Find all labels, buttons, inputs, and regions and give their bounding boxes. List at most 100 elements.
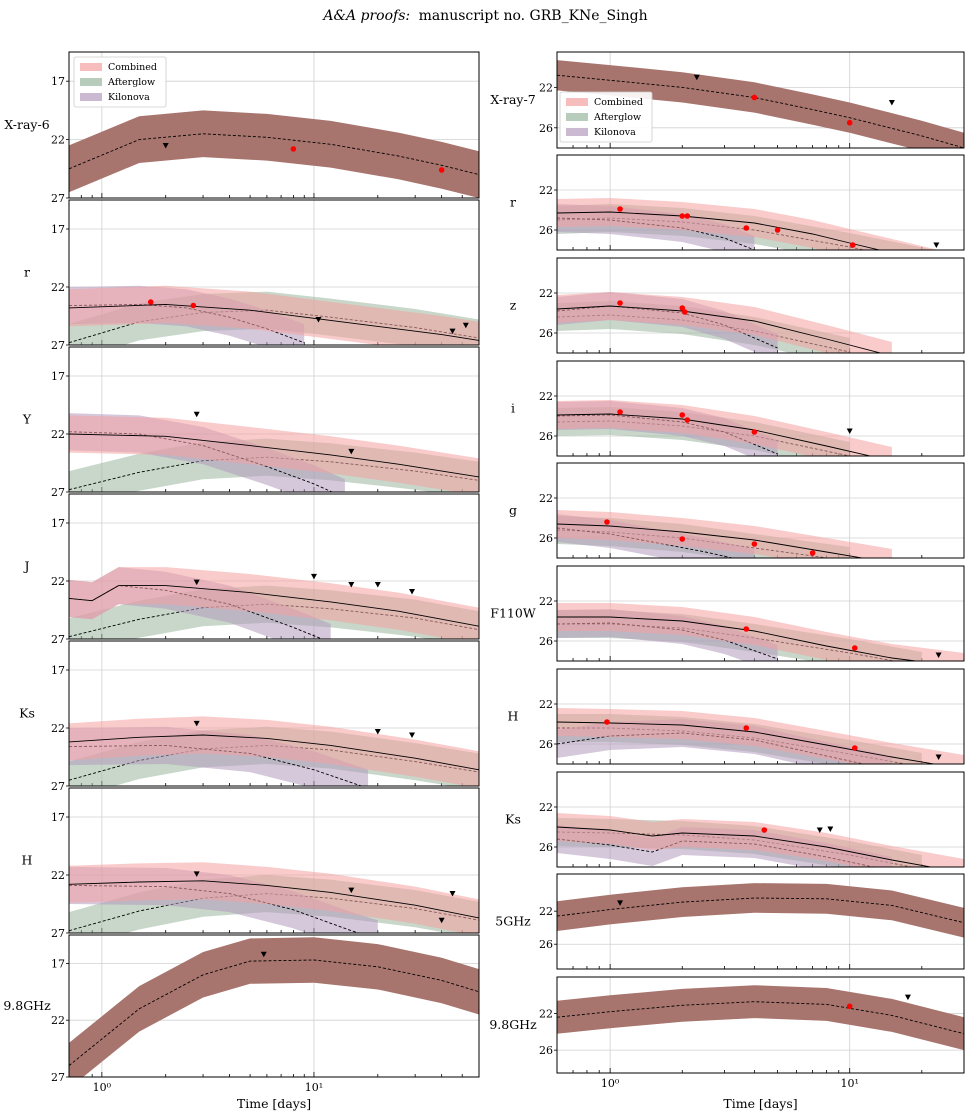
- legend-label-combined: Combined: [108, 62, 157, 73]
- upper-limit-marker: [462, 322, 469, 329]
- upper-limit-marker: [935, 652, 942, 658]
- combined-band: [69, 937, 479, 1077]
- panel-frame: [556, 257, 965, 354]
- ytick-label: 27: [51, 486, 65, 499]
- detection-point: [617, 206, 623, 212]
- band-label: Y: [22, 412, 32, 427]
- page-header: A&A proofs: manuscript no. GRB_KNe_Singh: [321, 8, 647, 24]
- detection-point: [761, 827, 768, 833]
- combined-band: [557, 400, 892, 456]
- upper-limit-marker: [348, 581, 355, 588]
- panel-frame: [68, 640, 480, 787]
- band-label: X-ray-6: [4, 117, 49, 132]
- band-label: r: [24, 265, 30, 280]
- detection-point: [147, 299, 154, 305]
- ytick-label: 26: [539, 122, 553, 135]
- combined-band: [557, 708, 964, 764]
- upper-limit-marker: [904, 994, 911, 1001]
- panel-frame: [68, 493, 480, 640]
- detection-point: [743, 626, 750, 632]
- legend: Combined Afterglow Kilonova: [73, 56, 167, 108]
- detection-point: [851, 745, 858, 751]
- band-label: r: [510, 195, 516, 210]
- legend: Combined Afterglow Kilonova: [559, 91, 653, 143]
- detection-point: [809, 550, 816, 556]
- panel-i: 22 26 i: [511, 360, 965, 457]
- ytick-label: 27: [51, 1071, 65, 1084]
- legend-swatch-combined: [80, 63, 102, 71]
- band-label: Ks: [505, 812, 521, 827]
- upper-limit-marker: [438, 917, 445, 924]
- combined-band: [69, 862, 479, 933]
- legend-label-afterglow: Afterglow: [107, 77, 155, 88]
- upper-limit-marker: [260, 951, 267, 958]
- legend-label-kilonova: Kilonova: [594, 127, 636, 138]
- detection-point: [679, 536, 686, 542]
- xtick-label: 10¹: [305, 1081, 323, 1094]
- combined-median-line: [69, 959, 479, 1066]
- combined-median-line: [557, 826, 934, 867]
- detection-point: [190, 302, 197, 309]
- ytick-label: 26: [539, 430, 553, 443]
- ytick-label: 26: [539, 738, 553, 751]
- panel-h: 22 26 H: [508, 668, 965, 765]
- legend-label-combined: Combined: [594, 97, 643, 108]
- band-label: H: [22, 853, 33, 868]
- ytick-label: 22: [539, 81, 553, 94]
- panel-frame: [556, 668, 965, 765]
- panel-ks: 17 22 27 Ks: [19, 640, 480, 793]
- upper-limit-marker: [846, 428, 853, 434]
- upper-limit-marker: [888, 100, 895, 106]
- ytick-label: 17: [51, 75, 65, 88]
- upper-limit-marker: [374, 728, 381, 735]
- combined-band: [69, 567, 479, 639]
- upper-limit-marker: [409, 588, 416, 595]
- xtick-label: 10⁰: [93, 1081, 112, 1094]
- panel-plot-area: [69, 285, 479, 345]
- upper-limit-marker: [193, 720, 200, 727]
- detection-point: [679, 213, 686, 219]
- panel-frame: [68, 934, 480, 1078]
- panel-f110w: 22 26 F110W: [490, 565, 965, 662]
- combined-band: [557, 813, 964, 867]
- band-label: F110W: [490, 606, 536, 621]
- combined-median-line: [557, 1001, 964, 1035]
- combined-band: [557, 510, 892, 558]
- panel-9.8ghz: 17 22 27 9.8GHz: [3, 934, 480, 1084]
- combined-median-line: [69, 433, 479, 478]
- upper-limit-marker: [816, 827, 823, 833]
- ytick-label: 22: [51, 1014, 65, 1027]
- upper-limit-marker: [193, 579, 200, 586]
- upper-limit-marker: [193, 871, 200, 877]
- combined-band: [69, 716, 479, 786]
- combined-median-line: [557, 523, 865, 558]
- detection-point: [851, 645, 858, 651]
- combined-band: [557, 985, 964, 1051]
- detection-point: [743, 225, 750, 231]
- band-label: i: [511, 401, 515, 416]
- detection-point: [679, 412, 686, 418]
- combined-band: [557, 292, 892, 353]
- panel-plot-area: [557, 985, 964, 1051]
- panel-plot-area: [557, 292, 892, 353]
- panel-plot-area: [557, 813, 964, 867]
- combined-median-line: [557, 305, 883, 353]
- ytick-label: 22: [539, 801, 553, 814]
- panel-g: 22 26 g: [509, 462, 965, 559]
- band-label: 9.8GHz: [489, 1017, 537, 1032]
- panel-plot-area: [557, 603, 964, 661]
- band-label: H: [508, 709, 519, 724]
- ytick-label: 27: [51, 780, 65, 793]
- panel-frame: [556, 771, 965, 868]
- panel-plot-area: [557, 400, 892, 456]
- ytick-label: 22: [539, 1008, 553, 1021]
- combined-median-line: [557, 74, 964, 148]
- ytick-label: 27: [51, 339, 65, 352]
- upper-limit-marker: [348, 887, 355, 894]
- xtick-label: 10¹: [840, 1077, 858, 1090]
- ytick-label: 22: [51, 134, 65, 147]
- detection-point: [682, 309, 688, 315]
- detection-point: [290, 146, 297, 152]
- upper-limit-marker: [315, 316, 322, 323]
